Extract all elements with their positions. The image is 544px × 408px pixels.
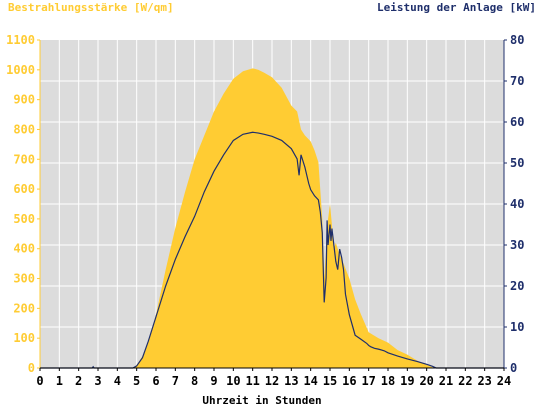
x-tick-label: 14 (303, 374, 317, 388)
left-y-tick-label: 1000 (6, 63, 35, 77)
right-y-tick-label: 20 (510, 279, 524, 293)
left-y-tick-label: 400 (13, 242, 35, 256)
x-tick-label: 5 (133, 374, 140, 388)
x-tick-label: 15 (323, 374, 337, 388)
right-axis-title: Leistung der Anlage [kW] (377, 1, 536, 14)
left-y-tick-label: 700 (13, 152, 35, 166)
right-y-tick-label: 60 (510, 115, 524, 129)
power-line (40, 131, 504, 369)
x-tick-label: 3 (94, 374, 101, 388)
left-y-tick-label: 300 (13, 272, 35, 286)
x-tick-label: 18 (381, 374, 395, 388)
right-y-tick-label: 0 (510, 361, 517, 375)
x-tick-label: 9 (210, 374, 217, 388)
left-axis-title: Bestrahlungsstärke [W/qm] (8, 1, 174, 14)
x-tick-label: 0 (36, 374, 43, 388)
x-tick-label: 17 (361, 374, 375, 388)
right-y-tick-label: 80 (510, 33, 524, 47)
right-y-tick-label: 70 (510, 74, 524, 88)
x-tick-label: 22 (458, 374, 472, 388)
x-tick-label: 19 (400, 374, 414, 388)
x-tick-label: 10 (226, 374, 240, 388)
left-y-tick-label: 1100 (6, 33, 35, 47)
x-tick-label: 2 (75, 374, 82, 388)
x-axis-label: Uhrzeit in Stunden (202, 394, 321, 407)
left-y-tick-label: 600 (13, 182, 35, 196)
left-y-tick-label: 100 (13, 331, 35, 345)
left-y-tick-label: 900 (13, 93, 35, 107)
right-y-tick-label: 10 (510, 320, 524, 334)
left-y-tick-label: 800 (13, 122, 35, 136)
x-tick-label: 8 (191, 374, 198, 388)
x-tick-label: 16 (342, 374, 356, 388)
x-tick-label: 11 (245, 374, 259, 388)
right-y-tick-label: 50 (510, 156, 524, 170)
right-y-tick-label: 30 (510, 238, 524, 252)
left-y-tick-label: 0 (28, 361, 35, 375)
x-tick-label: 7 (172, 374, 179, 388)
x-tick-label: 21 (439, 374, 453, 388)
x-tick-label: 6 (152, 374, 159, 388)
left-y-tick-label: 200 (13, 301, 35, 315)
irradiance-area (40, 68, 504, 368)
right-y-ticks: 0 10 20 30 40 50 60 70 80 (504, 33, 524, 375)
x-tick-label: 4 (114, 374, 121, 388)
left-y-ticks: 0 100 200 300 400 500 600 700 800 900 1000 1100 (6, 33, 40, 375)
x-ticks: 0 1 2 3 4 5 6 7 8 9 10 11 12 13 14 15 16 17 18 19 20 21 22 23 24 (36, 368, 511, 388)
left-y-tick-label: 500 (13, 212, 35, 226)
right-y-tick-label: 40 (510, 197, 524, 211)
x-tick-label: 20 (419, 374, 433, 388)
x-tick-label: 12 (265, 374, 279, 388)
x-tick-label: 23 (477, 374, 491, 388)
x-tick-label: 13 (284, 374, 298, 388)
x-tick-label: 1 (56, 374, 63, 388)
x-tick-label: 24 (497, 374, 511, 388)
